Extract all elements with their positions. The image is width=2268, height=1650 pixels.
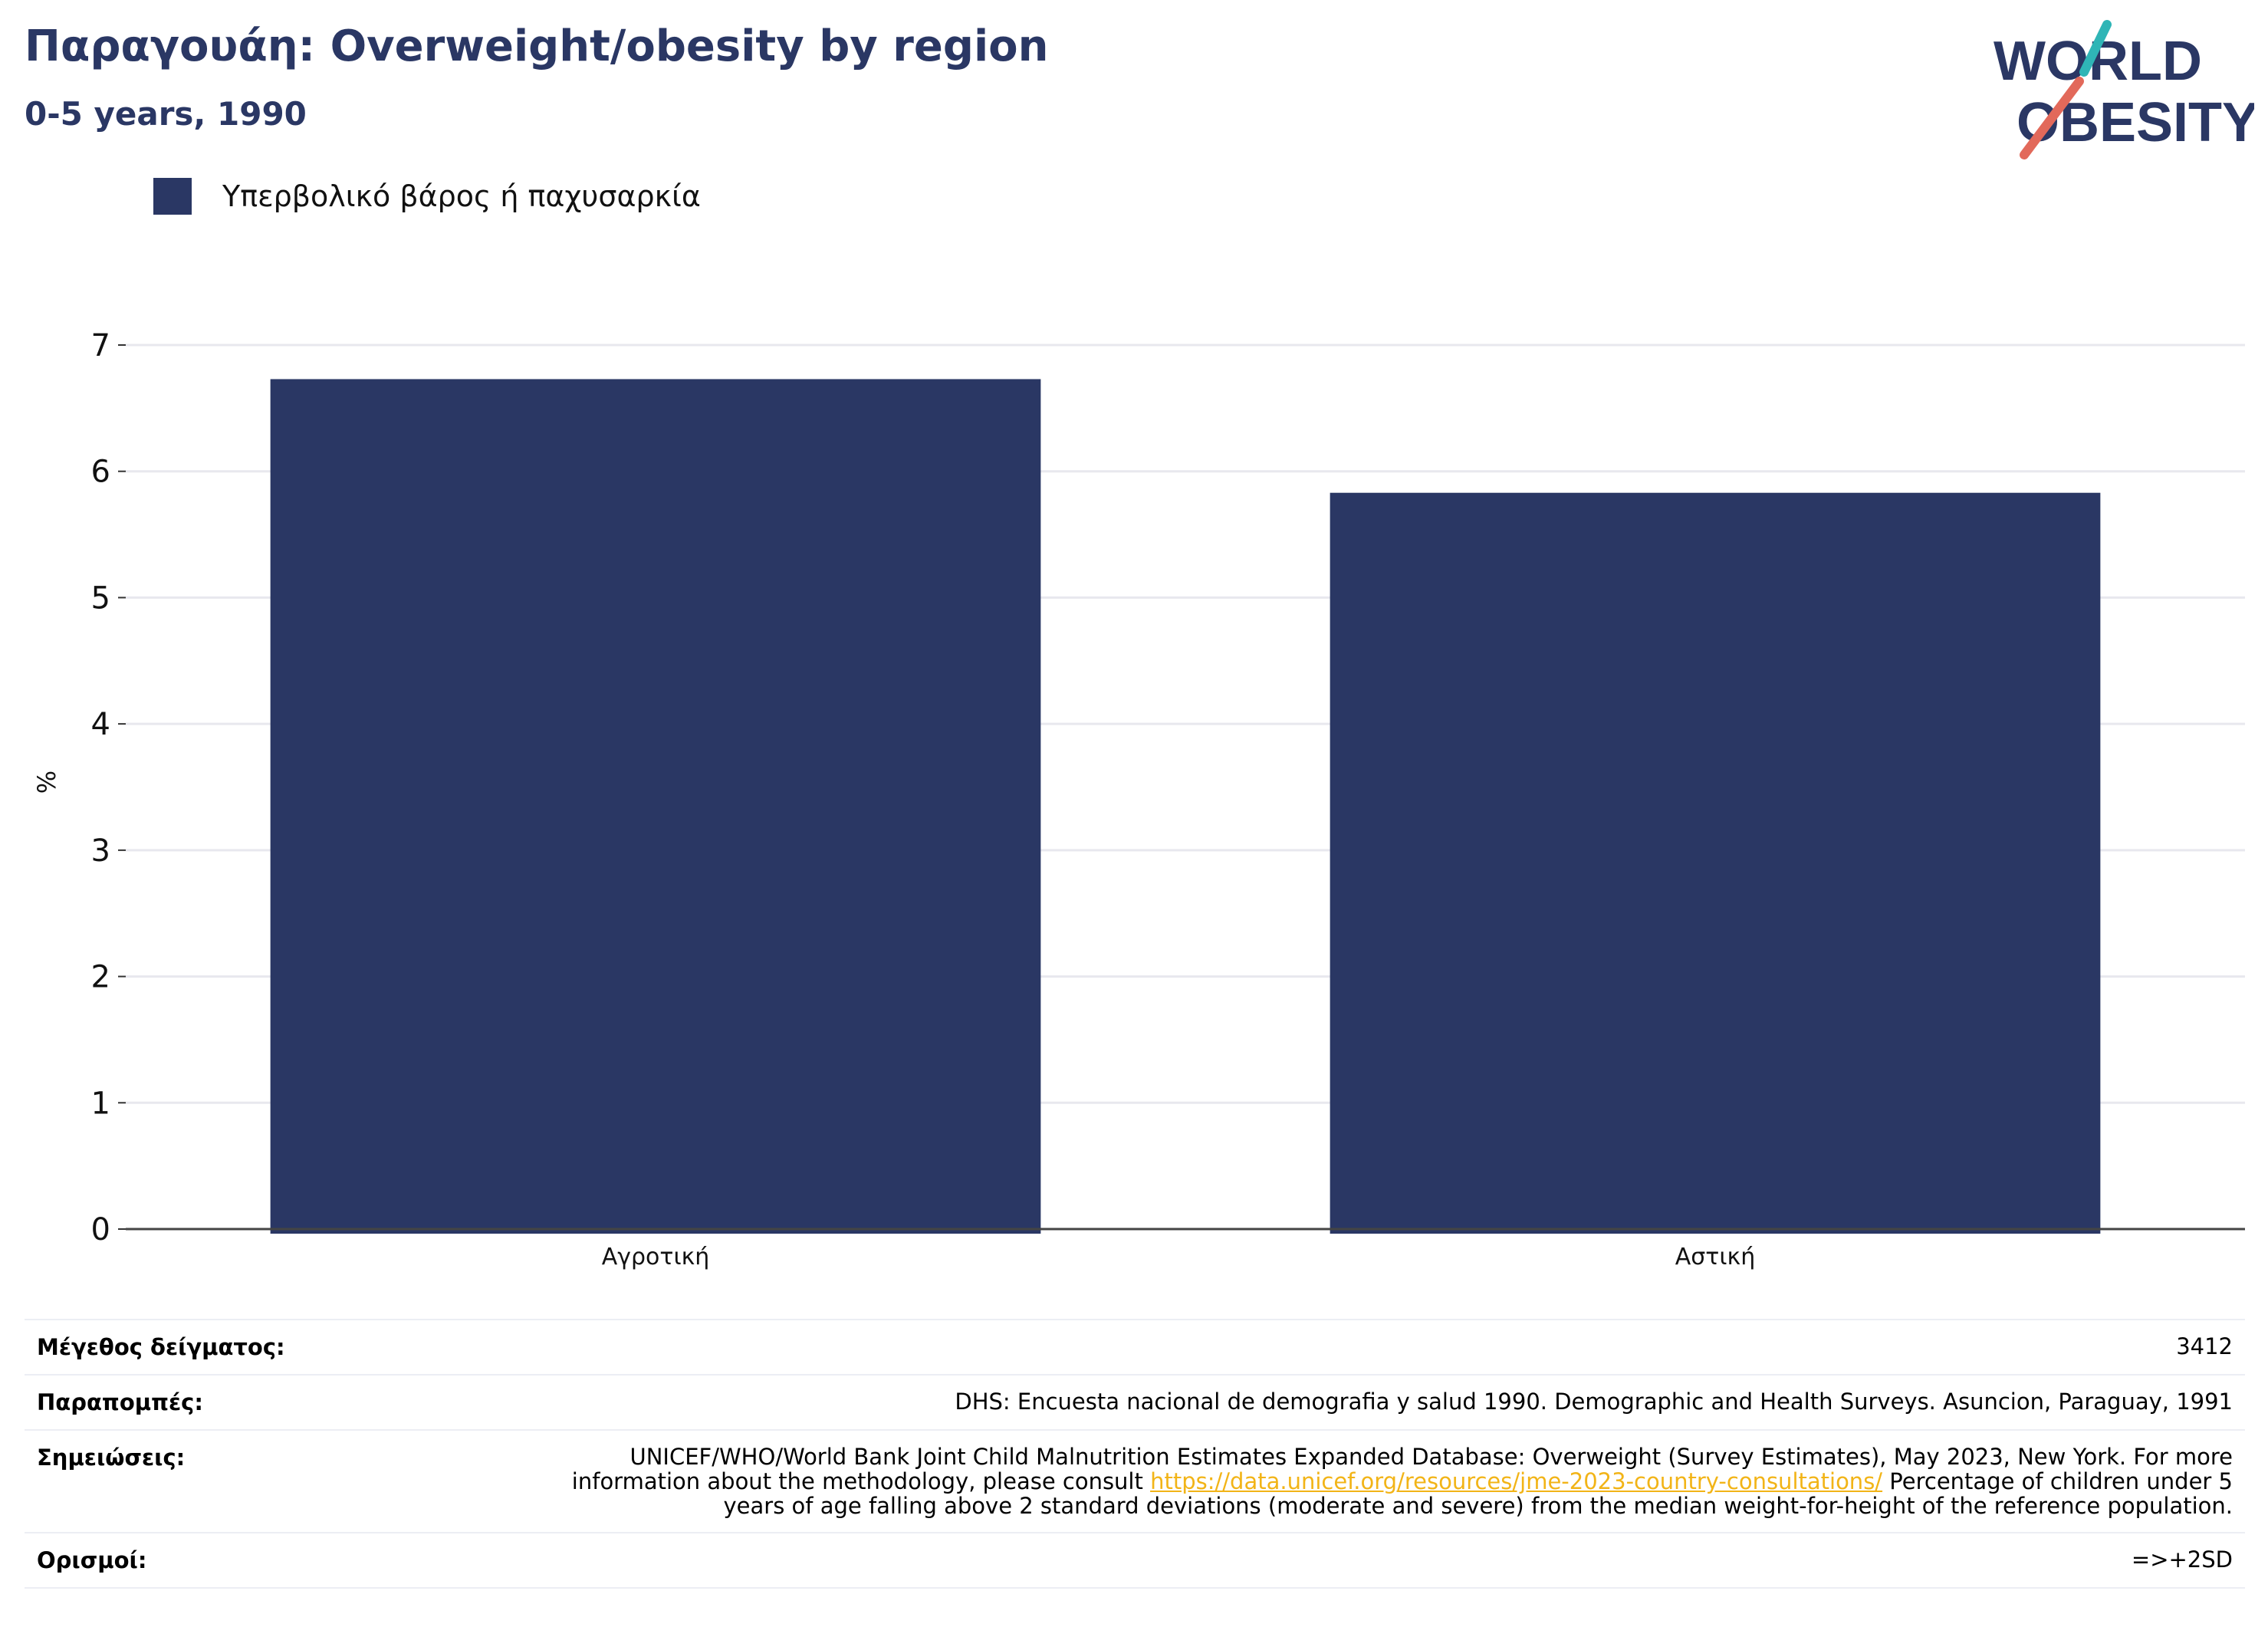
meta-row-references: Παραπομπές: DHS: Encuesta nacional de de… [25, 1374, 2245, 1430]
sample-size-label: Μέγεθος δείγματος: [25, 1319, 509, 1375]
methodology-link[interactable]: https://data.unicef.org/resources/jme-20… [1150, 1468, 1883, 1494]
chart-title: Παραγουάη: Overweight/obesity by region [25, 21, 1049, 71]
metadata-table: Μέγεθος δείγματος: 3412 Παραπομπές: DHS:… [25, 1319, 2245, 1589]
y-axis-label: % [32, 771, 61, 794]
logo-coral-slash [2020, 77, 2084, 159]
legend[interactable]: Υπερβολικό βάρος ή παχυσαρκία [153, 178, 701, 215]
x-axis: Αγροτική Αστική [126, 1228, 2245, 1270]
bar[interactable] [1330, 492, 2101, 1234]
notes-label: Σημειώσεις: [25, 1429, 509, 1533]
definitions-label: Ορισμοί: [25, 1532, 509, 1589]
bar-chart: 0 1 2 3 4 5 6 7 Αγροτική Αστική % [32, 328, 2245, 1270]
meta-row-sample-size: Μέγεθος δείγματος: 3412 [25, 1319, 2245, 1375]
logo-line-2: OBESITY [2017, 92, 2254, 153]
notes-value: UNICEF/WHO/World Bank Joint Child Malnut… [509, 1429, 2245, 1533]
notes-text-2: Percentage of children under 5 years of … [723, 1468, 2233, 1519]
x-tick-label: Αστική [1675, 1244, 1755, 1270]
y-tick-label: 0 [91, 1212, 110, 1247]
y-tick-label: 2 [91, 960, 110, 995]
y-tick-label: 7 [91, 328, 110, 363]
y-axis: 0 1 2 3 4 5 6 7 [91, 328, 126, 1247]
meta-row-notes: Σημειώσεις: UNICEF/WHO/World Bank Joint … [25, 1429, 2245, 1533]
world-obesity-logo: WORLD OBESITY [1994, 20, 2254, 159]
logo-teal-slash [2079, 20, 2112, 77]
y-tick-label: 5 [91, 580, 110, 616]
references-label: Παραπομπές: [25, 1374, 509, 1430]
bar[interactable] [270, 379, 1041, 1234]
notes-text-1: UNICEF/WHO/World Bank Joint Child Malnut… [571, 1444, 2233, 1494]
definitions-value: =>+2SD [509, 1532, 2245, 1589]
legend-label: Υπερβολικό βάρος ή παχυσαρκία [222, 179, 701, 213]
chart-subtitle: 0-5 years, 1990 [25, 95, 307, 133]
meta-row-definitions: Ορισμοί: =>+2SD [25, 1532, 2245, 1589]
references-value: DHS: Encuesta nacional de demografia y s… [509, 1374, 2245, 1430]
bars [270, 379, 2101, 1234]
y-tick-label: 3 [91, 833, 110, 869]
y-tick-label: 6 [91, 455, 110, 490]
sample-size-value: 3412 [509, 1319, 2245, 1375]
legend-swatch [153, 178, 192, 215]
y-tick-label: 1 [91, 1086, 110, 1121]
y-tick-label: 4 [91, 707, 110, 742]
x-tick-label: Αγροτική [602, 1244, 710, 1270]
